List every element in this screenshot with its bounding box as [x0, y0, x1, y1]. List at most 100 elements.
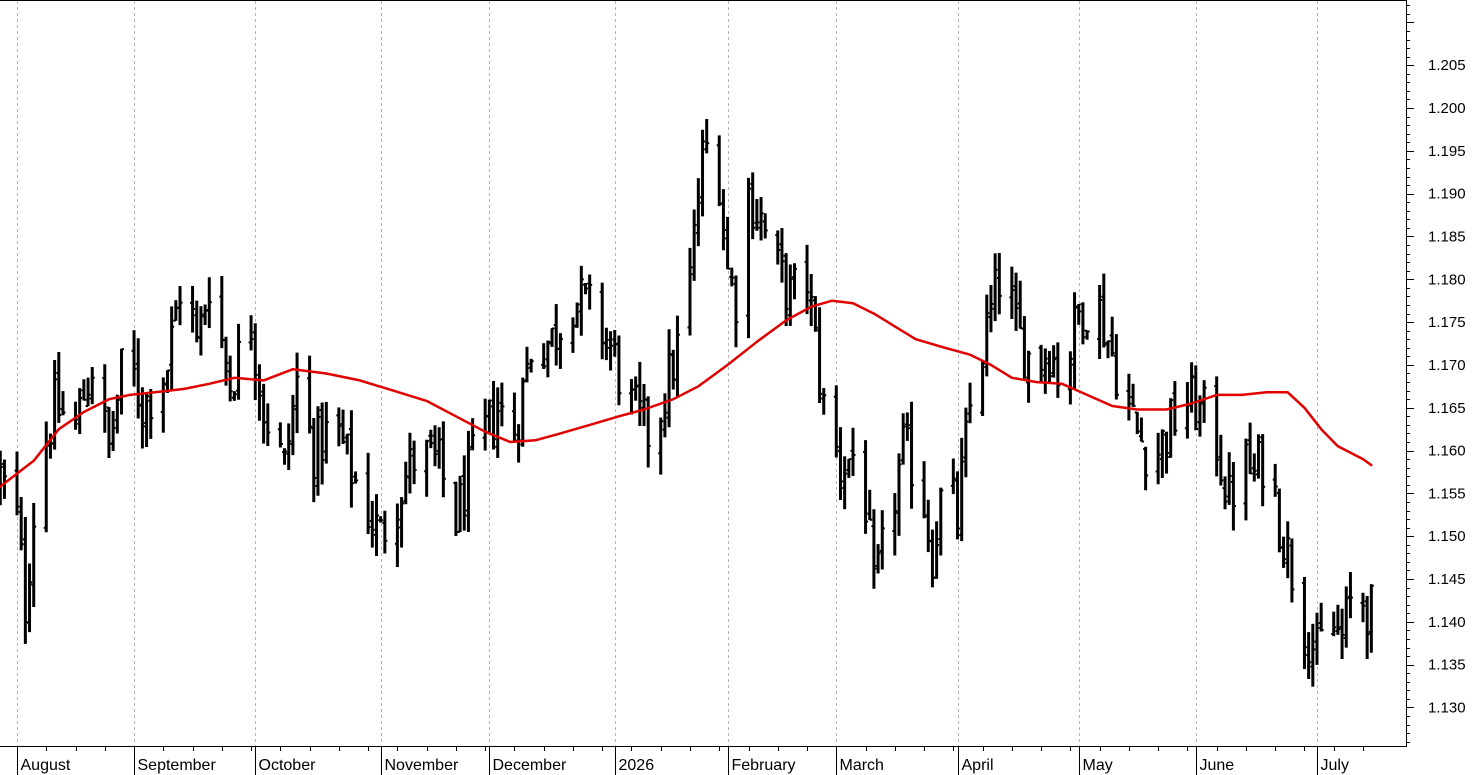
y-tick-label: 1.185: [1428, 228, 1466, 245]
price-bar: [691, 209, 697, 281]
price-bar: [842, 456, 848, 510]
price-bar: [307, 355, 313, 434]
price-bar: [252, 323, 258, 401]
price-bar: [909, 401, 915, 509]
price-bar: [31, 502, 37, 607]
price-bar: [1285, 521, 1291, 579]
price-bar: [988, 285, 994, 333]
price-bar: [758, 197, 764, 241]
price-bar: [528, 358, 534, 373]
price-bar: [603, 327, 609, 361]
price-bar: [1076, 303, 1082, 325]
price-bar: [315, 406, 321, 496]
price-bar: [846, 458, 852, 478]
price-bar: [633, 376, 639, 401]
price-bar: [1084, 329, 1090, 340]
price-bar: [637, 361, 643, 427]
price-bar: [139, 387, 145, 449]
price-bar: [18, 497, 24, 551]
price-bar: [574, 302, 580, 328]
price-bar: [144, 394, 150, 448]
x-month-label: March: [840, 757, 884, 774]
price-bar: [520, 377, 526, 447]
price-bar: [432, 425, 438, 467]
price-bar: [934, 521, 940, 579]
price-bar: [1360, 592, 1366, 623]
price-bar: [938, 487, 944, 556]
price-bar: [1126, 373, 1132, 421]
price-bar: [114, 394, 120, 434]
price-bar: [248, 315, 254, 351]
price-bar: [491, 380, 497, 450]
y-tick-label: 1.130: [1428, 699, 1466, 716]
price-bar: [60, 391, 66, 416]
price-bar: [1310, 623, 1316, 687]
x-month-label: July: [1321, 757, 1349, 774]
price-bar: [1364, 595, 1370, 659]
price-bar: [762, 213, 768, 239]
price-bar: [286, 423, 292, 470]
price-bar: [578, 265, 584, 336]
price-bar: [900, 413, 906, 465]
price-bar: [700, 129, 706, 217]
price-bar: [1009, 266, 1015, 319]
price-bar: [403, 461, 409, 505]
y-tick-label: 1.135: [1428, 657, 1466, 674]
price-bar: [1042, 348, 1048, 394]
y-tick-label: 1.205: [1428, 57, 1466, 74]
price-bar: [290, 394, 296, 456]
price-bar: [77, 388, 83, 435]
price-bar: [465, 430, 471, 532]
y-tick-label: 1.170: [1428, 357, 1466, 374]
price-bar: [1368, 584, 1374, 653]
price-bar: [980, 361, 986, 417]
y-tick-label: 1.145: [1428, 571, 1466, 588]
price-bar: [1138, 417, 1144, 443]
price-bar: [236, 323, 242, 400]
price-bar: [365, 452, 371, 534]
price-bar: [81, 379, 87, 401]
price-bar: [1097, 284, 1103, 359]
price-bar: [791, 263, 797, 300]
price-bar: [457, 475, 463, 533]
price-bar: [1155, 432, 1161, 485]
price-bar: [319, 402, 325, 485]
price-bar: [353, 471, 359, 484]
price-bar: [277, 422, 283, 448]
price-bar: [879, 510, 885, 570]
price-bar: [1197, 395, 1203, 437]
price-bar: [1339, 608, 1345, 660]
price-bar: [1193, 365, 1199, 431]
price-bar: [1130, 383, 1136, 407]
price-bar: [1230, 462, 1236, 531]
price-bar: [499, 382, 505, 427]
price-bar: [1, 459, 7, 499]
y-tick-label: 1.140: [1428, 614, 1466, 631]
price-bar: [1021, 316, 1027, 379]
x-month-label: May: [1083, 757, 1113, 774]
x-month-label: November: [385, 757, 459, 774]
price-bar: [720, 189, 726, 251]
price-bar: [424, 439, 430, 497]
x-month-label: December: [493, 757, 567, 774]
y-tick-label: 1.180: [1428, 271, 1466, 288]
y-tick-label: 1.175: [1428, 314, 1466, 331]
price-bar: [812, 296, 818, 332]
price-bar: [1255, 434, 1261, 479]
price-bar: [549, 327, 555, 347]
y-tick-label: 1.195: [1428, 143, 1466, 160]
price-bar: [1272, 463, 1278, 497]
price-bar: [1335, 604, 1341, 635]
price-bar: [282, 448, 288, 465]
price-bar: [896, 453, 902, 536]
price-bar: [1251, 453, 1257, 482]
price-bar: [733, 275, 739, 348]
price-bar: [817, 307, 823, 403]
price-bar: [323, 401, 329, 464]
price-bar: [1260, 434, 1266, 507]
price-bar: [850, 427, 856, 476]
x-month-label: August: [21, 757, 71, 774]
price-bar: [265, 403, 271, 446]
x-month-label: June: [1200, 757, 1235, 774]
y-tick-label: 1.200: [1428, 100, 1466, 117]
